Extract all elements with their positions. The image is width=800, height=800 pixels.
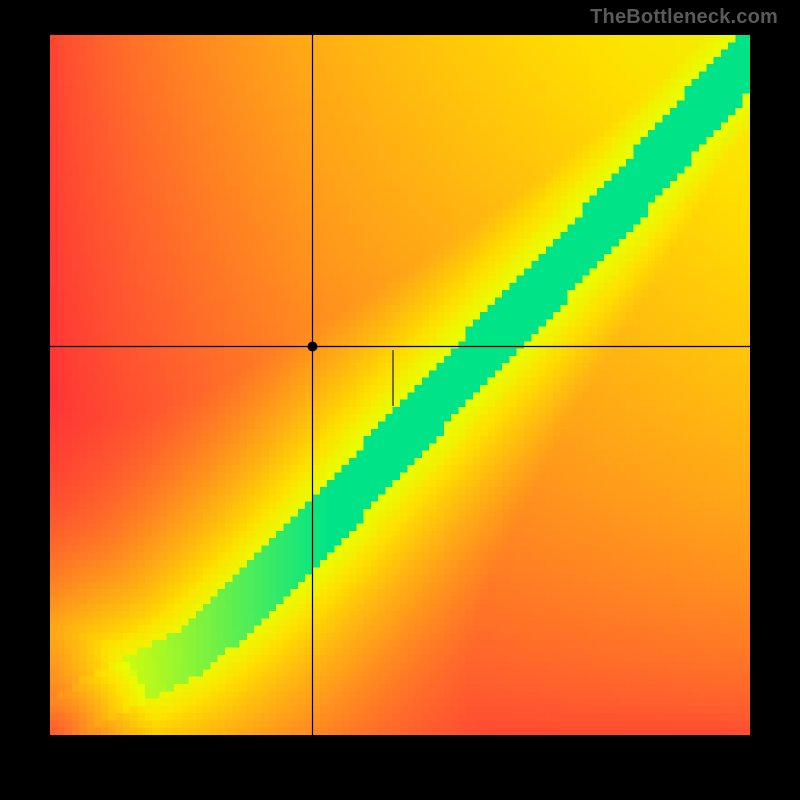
heatmap-canvas	[50, 35, 750, 735]
heatmap-plot-area	[50, 35, 750, 735]
watermark-text: TheBottleneck.com	[590, 6, 778, 29]
